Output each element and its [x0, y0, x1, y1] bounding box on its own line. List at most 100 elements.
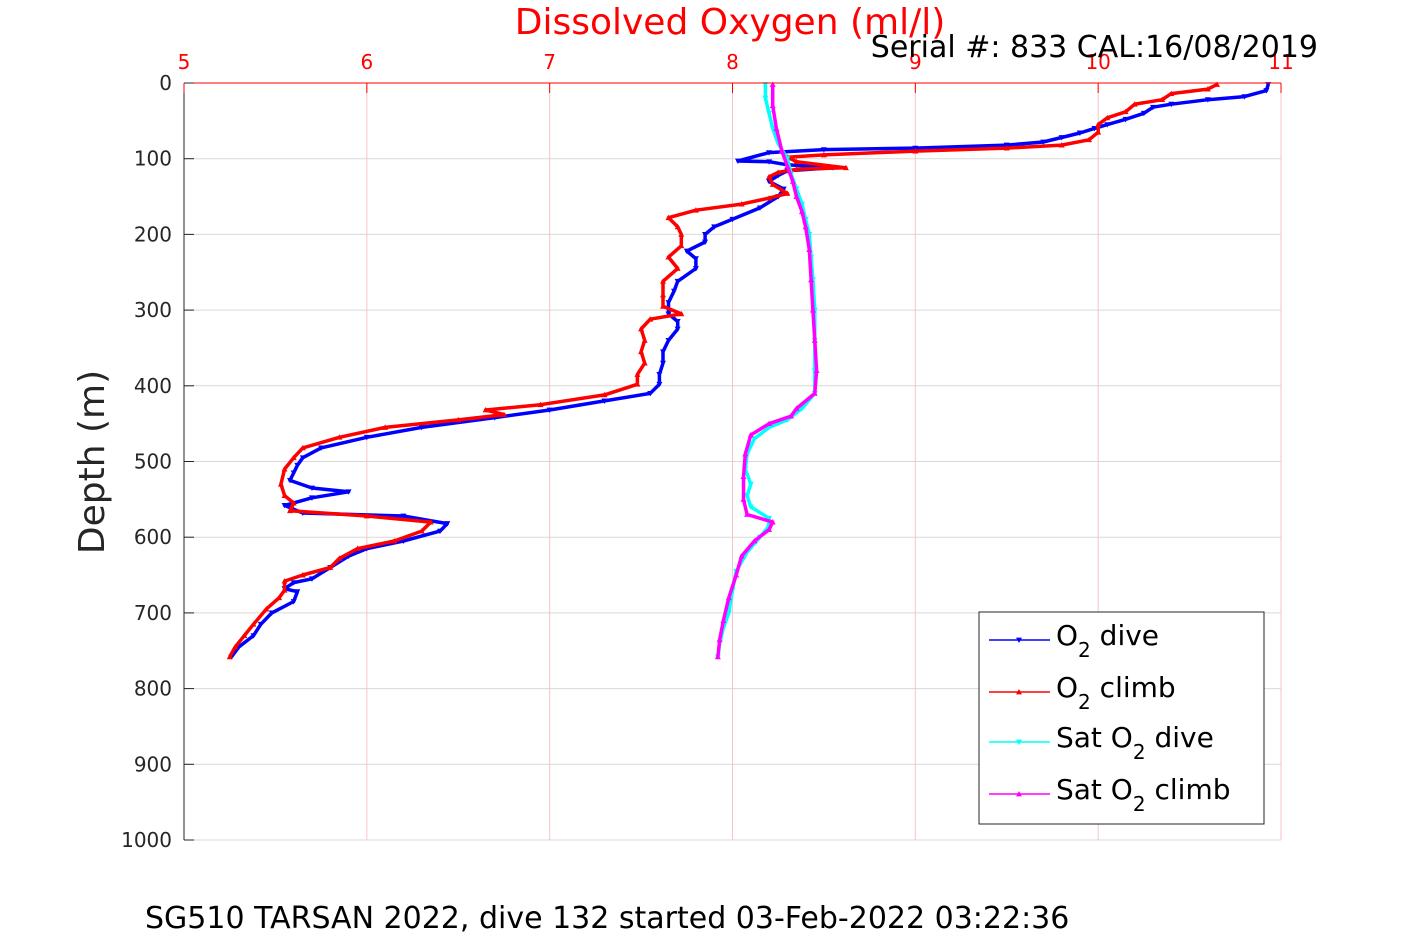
data-point: [1204, 86, 1211, 92]
data-point: [665, 337, 672, 344]
chart-caption: SG510 TARSAN 2022, dive 132 started 03-F…: [145, 901, 1069, 936]
legend-entry: O2 dive: [989, 619, 1159, 662]
data-point: [702, 232, 709, 238]
data-point: [766, 515, 773, 522]
data-point: [769, 181, 776, 187]
data-point: [382, 424, 389, 430]
data-point: [1168, 101, 1175, 108]
data-point: [641, 337, 648, 343]
data-point: [1040, 139, 1047, 146]
data-point: [1091, 126, 1098, 132]
data-point: [290, 454, 297, 461]
data-point: [363, 513, 370, 519]
data-point: [318, 445, 325, 451]
data-point: [656, 381, 663, 388]
y-axis-label: Depth (m): [72, 370, 113, 554]
data-point: [250, 633, 257, 639]
data-point: [1131, 101, 1138, 107]
data-point: [1168, 90, 1175, 96]
data-point: [813, 367, 820, 374]
data-point: [427, 519, 434, 525]
data-point: [769, 81, 776, 87]
data-point: [418, 425, 425, 431]
data-point: [634, 381, 641, 387]
data-point: [436, 528, 443, 535]
data-point: [665, 311, 672, 317]
data-point: [299, 572, 306, 578]
data-point: [327, 564, 334, 570]
data-point: [744, 493, 751, 499]
data-point: [294, 462, 301, 469]
data-point: [714, 653, 721, 660]
data-point: [281, 492, 288, 498]
data-point: [638, 348, 645, 355]
data-point: [751, 537, 758, 544]
data-point: [793, 158, 800, 165]
data-point: [656, 372, 663, 378]
data-point: [789, 178, 796, 184]
legend-marker: [1016, 791, 1022, 797]
data-point: [354, 545, 361, 551]
data-point: [720, 617, 727, 623]
data-point: [1263, 88, 1270, 94]
data-point: [773, 125, 780, 131]
data-point: [418, 528, 425, 534]
data-point: [784, 163, 791, 169]
data-point: [729, 216, 736, 223]
data-point: [634, 371, 641, 377]
data-point: [683, 248, 690, 255]
data-point: [674, 265, 681, 271]
data-point: [277, 481, 284, 487]
data-point: [647, 390, 654, 397]
data-point: [391, 537, 398, 544]
data-point: [290, 599, 297, 605]
data-point: [734, 158, 741, 164]
data-point: [241, 632, 248, 639]
data-point: [674, 223, 681, 230]
legend-label: Sat O2 climb: [1056, 773, 1231, 816]
data-point: [546, 407, 553, 414]
data-point: [290, 500, 297, 506]
data-point: [250, 621, 257, 627]
data-point: [290, 470, 297, 476]
y-tick-label: 100: [134, 147, 172, 171]
y-tick-label: 300: [134, 298, 172, 322]
data-point: [742, 450, 749, 457]
data-point: [811, 390, 818, 396]
data-point: [766, 159, 773, 165]
legend-entry: Sat O2 dive: [989, 721, 1214, 764]
x-tick-label: 8: [726, 50, 739, 74]
y-tick-label: 700: [134, 601, 172, 625]
data-point: [769, 102, 776, 109]
data-point: [740, 473, 747, 480]
x-tick-label: 5: [178, 50, 191, 74]
data-point: [1122, 116, 1129, 123]
data-point: [1104, 122, 1111, 128]
data-point: [537, 401, 544, 408]
y-tick-label: 400: [134, 374, 172, 398]
data-point: [740, 496, 747, 502]
data-point: [1058, 142, 1065, 148]
data-point: [287, 478, 294, 484]
data-point: [738, 201, 745, 207]
legend-label: Sat O2 dive: [1056, 721, 1214, 764]
data-point: [756, 205, 763, 211]
data-point: [601, 391, 608, 398]
data-point: [287, 507, 294, 514]
data-point: [290, 580, 297, 586]
data-point: [281, 466, 288, 472]
data-point: [802, 223, 809, 230]
data-point: [702, 239, 709, 245]
legend: O2 dive O2 climb Sat O2 dive Sat O2 climb: [978, 611, 1265, 825]
data-point: [793, 193, 800, 199]
data-point: [798, 208, 805, 215]
data-point: [678, 310, 685, 317]
data-point: [766, 420, 773, 427]
data-point: [670, 288, 677, 295]
series-line: [716, 84, 819, 657]
data-point: [294, 589, 301, 595]
series-sat-o2-climb: [714, 81, 820, 660]
data-point: [793, 166, 800, 172]
data-point: [762, 95, 769, 102]
data-point: [766, 195, 773, 201]
